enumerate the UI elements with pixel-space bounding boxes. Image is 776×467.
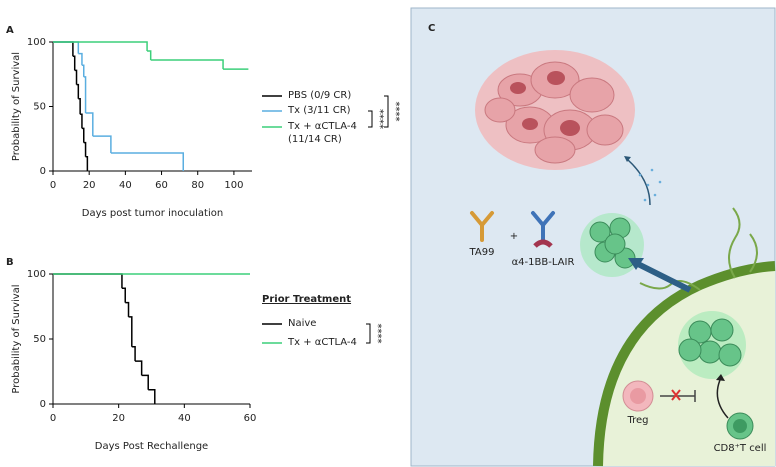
panel-c: C TA99 + α4-1BB-LAIR Treg CD8⁺T cell bbox=[410, 7, 776, 467]
legend-label: Tx + αCTLA-4 (11/14 CR) bbox=[288, 121, 357, 145]
survival-step bbox=[53, 41, 74, 57]
survival-step bbox=[125, 301, 130, 317]
tumor-cell bbox=[484, 97, 516, 123]
y-tick-label: 50 bbox=[33, 102, 46, 113]
survival-step bbox=[53, 273, 123, 289]
y-axis-label: Probability of Survival bbox=[11, 52, 22, 161]
survival-step bbox=[72, 55, 76, 71]
survival-step bbox=[81, 127, 85, 143]
treg-nucleus bbox=[630, 388, 646, 404]
x-tick-label: 40 bbox=[178, 413, 191, 424]
survival-step bbox=[80, 113, 83, 129]
panel-label: B bbox=[6, 257, 14, 268]
survival-step bbox=[131, 346, 136, 362]
significance: **** bbox=[372, 324, 383, 344]
tumor-cell bbox=[569, 77, 615, 113]
x-tick-label: 0 bbox=[50, 413, 56, 424]
survival-step bbox=[110, 152, 185, 171]
x-tick-label: 60 bbox=[244, 413, 257, 424]
x-axis-label: Days Post Rechallenge bbox=[95, 441, 208, 452]
survival-step bbox=[81, 64, 85, 77]
arrowhead bbox=[716, 374, 725, 381]
legend-label: PBS (0/9 CR) bbox=[288, 90, 352, 101]
tumor-cell bbox=[586, 114, 624, 146]
arrow bbox=[636, 261, 692, 293]
significance: **** bbox=[390, 102, 401, 122]
nucleus bbox=[510, 82, 526, 94]
antibody-label: α4-1BB-LAIR bbox=[512, 257, 575, 268]
survival-step bbox=[128, 316, 133, 347]
legend-title: Prior Treatment bbox=[262, 294, 351, 305]
plus: + bbox=[510, 231, 518, 242]
survival-step bbox=[92, 135, 112, 153]
ligand bbox=[533, 239, 553, 248]
panel-label: A bbox=[6, 25, 14, 36]
activated-cells bbox=[589, 217, 636, 269]
tumor bbox=[475, 50, 635, 170]
cross bbox=[671, 389, 681, 401]
survival-step bbox=[76, 83, 80, 99]
survival-step bbox=[85, 156, 89, 171]
y-tick-label: 0 bbox=[40, 166, 46, 177]
significance: **** bbox=[374, 109, 385, 129]
survival-step bbox=[74, 69, 78, 85]
x-tick-label: 40 bbox=[119, 180, 132, 191]
x-tick-label: 20 bbox=[112, 413, 125, 424]
lymph-node-wall bbox=[593, 261, 776, 467]
arrowhead bbox=[628, 258, 644, 270]
x-axis-label: Days post tumor inoculation bbox=[82, 208, 223, 219]
tumor-cell bbox=[534, 136, 576, 164]
survival-step bbox=[83, 141, 87, 157]
survival-step bbox=[150, 59, 224, 70]
nucleus bbox=[547, 71, 565, 85]
cd8-cluster bbox=[678, 318, 742, 367]
cd8-nucleus bbox=[733, 419, 747, 433]
arrowhead bbox=[624, 156, 631, 162]
cell-label: CD8⁺T cell bbox=[714, 443, 767, 454]
y-tick-label: 100 bbox=[27, 269, 46, 280]
survival-step bbox=[83, 76, 87, 113]
survival-step bbox=[135, 360, 143, 376]
significance-bracket bbox=[368, 110, 373, 128]
legend-label: Tx + αCTLA-4 bbox=[288, 337, 357, 348]
x-tick-label: 80 bbox=[191, 180, 204, 191]
antibody-ta99 bbox=[470, 211, 494, 242]
legend-label: Naive bbox=[288, 318, 317, 329]
x-tick-label: 60 bbox=[155, 180, 168, 191]
survival-step bbox=[78, 98, 81, 115]
survival-step bbox=[53, 41, 148, 52]
antibody-label: TA99 bbox=[469, 247, 495, 258]
panel-label: C bbox=[428, 23, 435, 34]
nucleus bbox=[522, 118, 538, 130]
nucleus bbox=[560, 120, 580, 136]
antibody-lair bbox=[531, 211, 555, 242]
survival-step bbox=[78, 52, 83, 66]
survival-step bbox=[148, 388, 156, 404]
survival-step bbox=[141, 374, 149, 390]
y-tick-label: 100 bbox=[27, 37, 46, 48]
y-axis-label: Probability of Survival bbox=[11, 284, 22, 393]
cell-label: Treg bbox=[626, 415, 648, 426]
survival-step bbox=[147, 50, 152, 61]
survival-step bbox=[121, 287, 126, 303]
y-tick-label: 50 bbox=[33, 334, 46, 345]
x-tick-label: 100 bbox=[224, 180, 243, 191]
x-tick-label: 20 bbox=[83, 180, 96, 191]
dendrites bbox=[639, 207, 758, 291]
significance-bracket bbox=[384, 95, 389, 128]
survival-step bbox=[85, 112, 94, 137]
legend-label: Tx (3/11 CR) bbox=[288, 105, 351, 116]
arrow bbox=[716, 379, 729, 419]
arrow bbox=[627, 159, 651, 206]
significance-bracket bbox=[366, 323, 371, 344]
y-tick-label: 0 bbox=[40, 399, 46, 410]
dots bbox=[638, 168, 662, 202]
survival-step bbox=[53, 41, 80, 54]
x-tick-label: 0 bbox=[50, 180, 56, 191]
